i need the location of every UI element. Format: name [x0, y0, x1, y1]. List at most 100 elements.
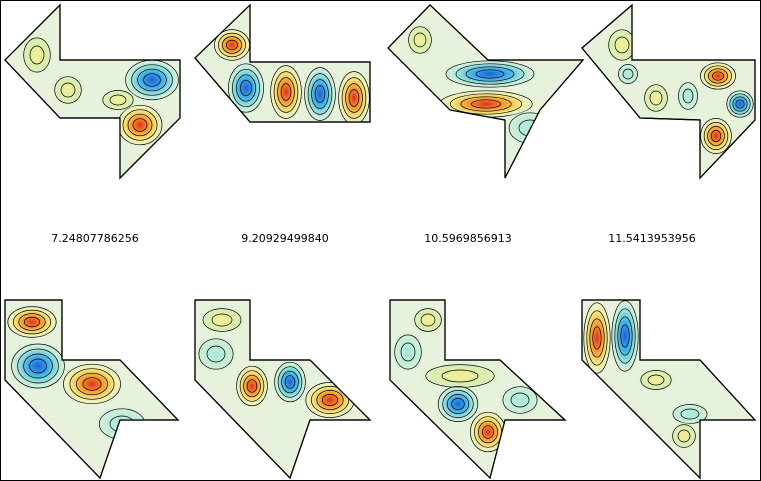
contour-line: [682, 88, 694, 104]
contour-line: [708, 68, 728, 84]
contour-line: [478, 420, 498, 444]
contour-line: [228, 63, 264, 113]
mode-lobe: [49, 71, 87, 109]
contour-line: [311, 79, 329, 109]
contour-line: [316, 390, 344, 410]
contour-line: [726, 90, 754, 118]
contour-line: [277, 77, 295, 107]
contour-line: [445, 60, 535, 88]
contour-line: [589, 318, 605, 358]
mode-lobe: [404, 21, 436, 59]
mode-field: [603, 24, 755, 157]
mode-field: [211, 26, 370, 122]
contour-line: [236, 365, 268, 407]
contour-line: [672, 424, 696, 448]
mode-lobe: [335, 66, 370, 122]
contour-line: [304, 67, 336, 121]
contour-line: [102, 90, 134, 110]
mode-lobe: [724, 88, 755, 120]
contour-line: [232, 68, 260, 108]
drum-outline: [4, 3, 181, 180]
drum-outline: [4, 299, 180, 480]
contour-line: [17, 348, 59, 384]
contour-line: [510, 392, 530, 408]
contour-line: [400, 342, 416, 362]
contour-line: [143, 73, 161, 87]
contour-line: [274, 361, 306, 403]
mode-lobe: [5, 303, 61, 341]
mode-lobe: [603, 24, 641, 66]
mode-field: [18, 31, 180, 149]
contour-line: [11, 343, 65, 389]
contour-line: [482, 425, 494, 439]
contour-line: [270, 65, 302, 119]
mode-lobe: [271, 358, 309, 406]
contour-line: [211, 313, 233, 327]
drum-outline: [581, 299, 757, 480]
contour-line: [614, 308, 636, 364]
contour-line: [729, 93, 751, 115]
mode-lobe: [438, 58, 542, 90]
contour-line: [29, 358, 47, 374]
mode-lobe: [609, 300, 641, 378]
mode-lobe: [434, 383, 482, 425]
contour-line: [470, 99, 502, 109]
contour-line: [451, 398, 465, 410]
contour-line: [586, 310, 608, 366]
contour-line: [647, 374, 665, 386]
eigenvalue-label: 11.5413953956: [608, 232, 695, 245]
contour-line: [137, 68, 167, 92]
mode-lobe: [120, 56, 180, 104]
contour-line: [29, 45, 45, 65]
mode-field: [390, 304, 544, 456]
contour-line: [18, 313, 46, 331]
contour-line: [122, 109, 158, 141]
contour-line: [680, 408, 700, 420]
contour-line: [202, 308, 242, 332]
contour-line: [618, 64, 638, 84]
mode-lobe: [697, 115, 735, 157]
contour-line: [592, 326, 602, 350]
contour-line: [12, 309, 52, 335]
contour-line: [475, 69, 505, 79]
drum-outline: [581, 3, 756, 180]
contour-line: [640, 370, 672, 390]
drum-outline: [194, 3, 371, 123]
contour-line: [277, 366, 303, 398]
contour-line: [460, 96, 512, 112]
contour-line: [236, 74, 256, 102]
contour-line: [226, 39, 238, 51]
contour-line: [345, 83, 363, 113]
contour-line: [314, 85, 326, 103]
contour-line: [617, 316, 633, 356]
contour-line: [23, 316, 41, 328]
mode-lobe: [640, 79, 672, 117]
mode-lobe: [211, 26, 253, 64]
contour-line: [710, 130, 722, 142]
mode-lobe: [301, 62, 339, 122]
mode-lobe: [6, 340, 70, 392]
contour-line: [455, 63, 525, 85]
mode-lobe: [390, 328, 427, 376]
contour-line: [239, 370, 265, 402]
contour-line: [437, 386, 479, 422]
contour-line: [348, 89, 360, 107]
contour-line: [321, 394, 339, 406]
contour-line: [622, 68, 634, 80]
contour-line: [54, 76, 82, 104]
mode-lobe: [668, 420, 700, 452]
contour-line: [707, 126, 725, 146]
contour-line: [23, 37, 51, 73]
contour-line: [132, 118, 148, 132]
mode-lobe: [58, 360, 126, 408]
mode-lobe: [413, 360, 507, 392]
contour-line: [281, 370, 299, 394]
contour-line: [446, 394, 470, 414]
mode-lobe: [409, 304, 447, 336]
contour-line: [341, 77, 367, 119]
contour-line: [732, 96, 748, 112]
contour-line: [307, 73, 333, 115]
contour-line: [465, 66, 515, 82]
contour-line: [82, 377, 102, 391]
